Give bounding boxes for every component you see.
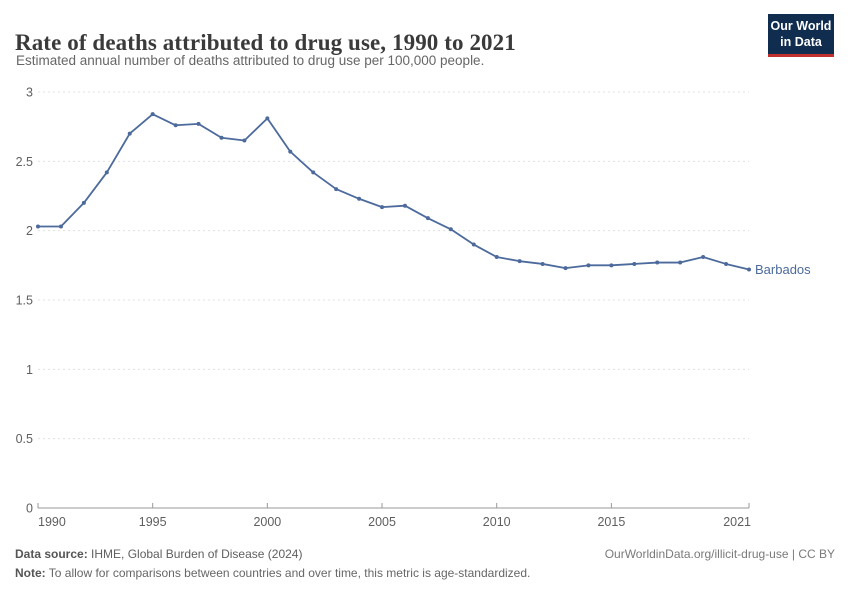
data-source-value: IHME, Global Burden of Disease (2024)	[87, 547, 303, 561]
data-point	[609, 263, 614, 268]
owid-logo: Our World in Data	[768, 14, 834, 57]
x-axis-tick-label: 2015	[597, 515, 625, 529]
footer-source-row: Data source: IHME, Global Burden of Dise…	[15, 547, 835, 561]
data-point	[724, 261, 729, 266]
attribution-link[interactable]: OurWorldinData.org/illicit-drug-use | CC…	[604, 547, 835, 561]
y-axis-tick-label: 0	[26, 502, 33, 516]
data-line	[37, 113, 750, 271]
data-point	[701, 255, 706, 260]
owid-logo-line2: in Data	[780, 35, 822, 50]
note-value: To allow for comparisons between countri…	[45, 566, 531, 580]
data-point	[288, 149, 293, 154]
data-point	[632, 261, 637, 266]
data-point	[81, 200, 86, 205]
data-point	[311, 170, 316, 175]
data-point	[655, 260, 660, 265]
data-point	[540, 261, 545, 266]
y-axis-tick-label: 3	[26, 86, 33, 100]
data-point	[494, 255, 499, 260]
x-axis-tick-label: 1990	[38, 515, 66, 529]
data-point	[265, 116, 270, 121]
x-axis-tick-label: 2021	[723, 515, 751, 529]
y-axis-tick-label: 1	[26, 363, 33, 377]
data-point	[219, 135, 224, 140]
note-label: Note:	[15, 566, 46, 580]
series-end-label: Barbados	[755, 262, 811, 277]
data-point	[36, 224, 40, 229]
data-point	[150, 112, 155, 117]
data-source-label: Data source:	[15, 547, 88, 561]
page-title: Rate of deaths attributed to drug use, 1…	[15, 30, 516, 56]
data-point	[425, 216, 430, 221]
data-point	[242, 138, 247, 143]
data-point	[747, 267, 751, 272]
data-point	[58, 224, 63, 229]
line-chart-canvas: 0 0.5 1 1.5 2 2.5 3 1990 1995 2000 2005 2010 2015 202…	[16, 86, 812, 530]
y-axis-tick-label: 1.5	[16, 294, 33, 308]
x-axis-tick-label: 2005	[368, 515, 396, 529]
x-axis-tick-label: 1995	[139, 515, 167, 529]
data-point	[334, 187, 339, 192]
y-axis-tick-label: 2	[26, 224, 33, 238]
data-point	[448, 227, 453, 232]
data-point	[357, 196, 362, 201]
data-point	[127, 131, 132, 136]
data-point	[402, 203, 407, 208]
data-point	[563, 266, 568, 271]
x-axis-tick-label: 2000	[253, 515, 281, 529]
y-axis-tick-label: 2.5	[16, 155, 33, 169]
data-source-text: Data source: IHME, Global Burden of Dise…	[15, 547, 302, 561]
data-point	[380, 205, 385, 210]
chart-subtitle: Estimated annual number of deaths attrib…	[16, 53, 485, 68]
data-point	[104, 170, 109, 175]
data-point	[517, 259, 522, 264]
footer-note-row: Note: To allow for comparisons between c…	[15, 566, 530, 580]
data-point	[586, 263, 591, 268]
x-axis-tick-label: 2010	[483, 515, 511, 529]
owid-logo-line1: Our World	[770, 19, 832, 33]
data-point	[678, 260, 683, 265]
data-point	[173, 123, 178, 128]
y-axis-tick-label: 0.5	[16, 432, 33, 446]
data-point	[471, 242, 476, 247]
data-point	[196, 121, 201, 126]
